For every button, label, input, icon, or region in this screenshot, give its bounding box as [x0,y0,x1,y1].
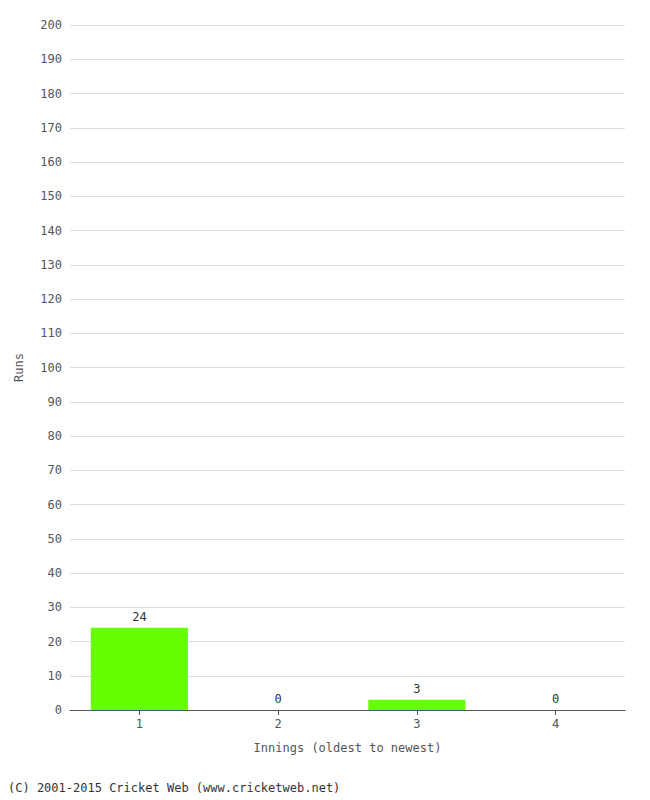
svg-text:110: 110 [40,326,62,340]
svg-text:130: 130 [40,258,62,272]
svg-text:120: 120 [40,292,62,306]
svg-text:Innings (oldest to newest): Innings (oldest to newest) [254,741,442,755]
svg-text:3: 3 [413,717,420,731]
svg-text:3: 3 [413,682,420,696]
svg-text:20: 20 [48,635,62,649]
svg-text:60: 60 [48,498,62,512]
svg-text:190: 190 [40,52,62,66]
svg-text:(C) 2001-2015 Cricket Web (www: (C) 2001-2015 Cricket Web (www.cricketwe… [8,781,340,795]
svg-text:80: 80 [48,429,62,443]
svg-text:0: 0 [552,692,559,706]
svg-text:2: 2 [275,717,282,731]
svg-text:10: 10 [48,669,62,683]
svg-text:30: 30 [48,600,62,614]
svg-text:100: 100 [40,361,62,375]
svg-text:40: 40 [48,566,62,580]
svg-text:200: 200 [40,18,62,32]
svg-text:0: 0 [275,692,282,706]
svg-text:180: 180 [40,87,62,101]
svg-text:50: 50 [48,532,62,546]
svg-text:24: 24 [132,610,146,624]
svg-text:1: 1 [136,717,143,731]
svg-text:70: 70 [48,463,62,477]
svg-text:Runs: Runs [12,353,26,382]
svg-text:160: 160 [40,155,62,169]
svg-text:4: 4 [552,717,559,731]
svg-text:90: 90 [48,395,62,409]
svg-text:0: 0 [55,703,62,717]
svg-text:170: 170 [40,121,62,135]
svg-text:140: 140 [40,224,62,238]
svg-text:150: 150 [40,189,62,203]
